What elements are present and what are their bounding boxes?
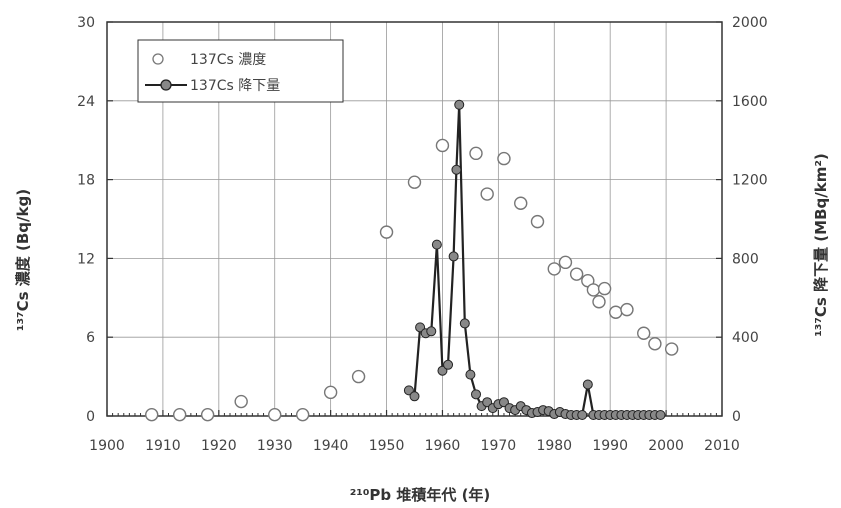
data-point-concentration — [547, 262, 561, 276]
x-tick-label: 1940 — [313, 438, 349, 454]
data-point-concentration — [480, 187, 494, 201]
y-right-axis-ticks: 0 400 800 1200 1600 2000 — [716, 15, 768, 425]
y-left-tick-label: 12 — [77, 251, 95, 267]
data-point-concentration — [435, 138, 450, 153]
series-deposition — [403, 99, 666, 421]
data-point-deposition — [431, 239, 442, 250]
data-point-concentration — [323, 385, 338, 400]
data-point-concentration — [145, 407, 159, 422]
data-point-concentration — [569, 267, 584, 281]
legend: 137Cs 濃度 137Cs 降下量 — [137, 39, 344, 103]
x-tick-label: 1950 — [369, 438, 405, 454]
data-point-concentration — [586, 283, 601, 297]
y-left-axis-label: ¹³⁷Cs 濃度 (Bq/kg) — [14, 189, 32, 331]
legend-label-deposition: 137Cs 降下量 — [190, 78, 280, 94]
series-concentration — [145, 138, 679, 422]
data-point-concentration — [469, 146, 483, 161]
data-point-deposition — [459, 318, 470, 329]
data-point-concentration — [648, 337, 662, 351]
data-point-concentration — [234, 394, 248, 409]
data-point-concentration — [558, 255, 573, 270]
x-tick-label: 1960 — [425, 438, 461, 454]
y-left-tick-label: 0 — [86, 409, 95, 425]
data-point-concentration — [497, 151, 511, 166]
x-tick-label: 2000 — [648, 438, 684, 454]
x-tick-label: 1930 — [257, 438, 293, 454]
data-point-deposition — [448, 251, 459, 262]
data-point-concentration — [200, 407, 215, 422]
data-point-concentration — [664, 342, 679, 356]
data-point-deposition — [451, 164, 462, 175]
data-point-deposition — [409, 391, 420, 402]
y-right-tick-label: 0 — [732, 409, 741, 425]
data-point-concentration — [268, 407, 282, 422]
data-point-deposition — [471, 389, 481, 400]
y-right-tick-label: 2000 — [732, 15, 768, 31]
y-right-tick-label: 800 — [732, 251, 759, 267]
data-point-concentration — [592, 295, 606, 309]
y-left-tick-label: 6 — [86, 330, 95, 346]
data-point-deposition — [443, 359, 454, 370]
data-point-concentration — [609, 305, 623, 319]
x-tick-label: 1970 — [481, 438, 517, 454]
data-point-concentration — [637, 326, 651, 340]
data-point-concentration — [620, 302, 634, 317]
x-tick-label: 2010 — [704, 438, 740, 454]
data-point-concentration — [379, 225, 394, 239]
y-right-tick-label: 400 — [732, 330, 759, 346]
data-point-deposition — [465, 369, 476, 380]
legend-marker-deposition — [160, 79, 172, 91]
data-point-concentration — [597, 281, 612, 296]
y-right-tick-label: 1600 — [732, 94, 768, 110]
x-tick-label: 1990 — [592, 438, 628, 454]
data-point-concentration — [172, 407, 187, 422]
data-point-concentration — [351, 369, 366, 384]
x-tick-label: 1980 — [536, 438, 572, 454]
data-point-deposition — [454, 99, 465, 110]
x-axis-label: ²¹⁰Pb 堆積年代 (年) — [350, 486, 491, 504]
x-tick-label: 1900 — [89, 438, 125, 454]
legend-marker-concentration — [152, 53, 164, 65]
legend-label-concentration: 137Cs 濃度 — [190, 52, 266, 68]
x-axis-ticks: 1900 1910 1920 1930 1940 1950 1960 1970 1980 1990… — [89, 410, 740, 454]
data-point-deposition — [655, 410, 666, 421]
x-tick-label: 1920 — [201, 438, 237, 454]
data-point-deposition — [582, 379, 593, 390]
y-left-axis-ticks: 0 6 12 18 24 30 — [77, 15, 113, 425]
y-left-tick-label: 18 — [77, 173, 95, 189]
y-right-tick-label: 1200 — [732, 173, 768, 189]
y-left-tick-label: 24 — [77, 94, 95, 110]
data-point-concentration — [407, 175, 422, 189]
data-point-deposition — [577, 410, 588, 421]
legend-box — [137, 39, 344, 103]
data-point-deposition — [426, 326, 437, 337]
data-point-concentration — [530, 214, 545, 229]
y-left-tick-label: 30 — [77, 15, 95, 31]
x-tick-label: 1910 — [145, 438, 181, 454]
data-point-concentration — [295, 407, 310, 422]
data-point-concentration — [514, 196, 528, 210]
y-right-axis-label: ¹³⁷Cs 降下量 (MBq/km²) — [812, 153, 830, 337]
